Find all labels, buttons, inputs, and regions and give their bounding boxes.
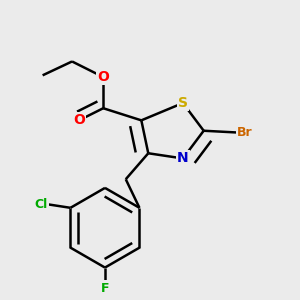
- Text: O: O: [73, 113, 85, 127]
- Text: F: F: [101, 282, 109, 295]
- Text: N: N: [177, 152, 189, 166]
- Text: Cl: Cl: [35, 198, 48, 211]
- Text: O: O: [97, 70, 109, 84]
- Text: Br: Br: [237, 126, 252, 139]
- Text: S: S: [178, 96, 188, 110]
